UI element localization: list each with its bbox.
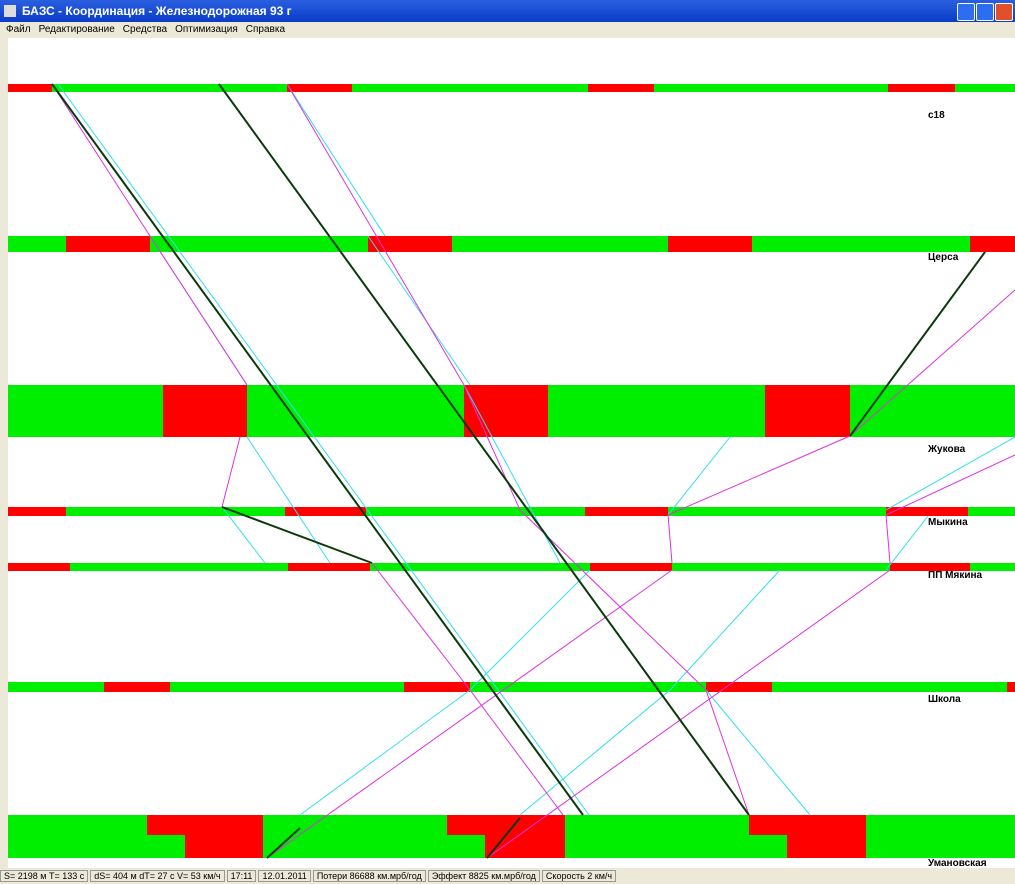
status-field: Скорость 2 км/ч <box>541 870 617 882</box>
green-phase <box>263 815 447 858</box>
status-field: 12.01.2011 <box>258 870 311 882</box>
green-phase <box>170 682 404 692</box>
red-phase <box>588 84 654 92</box>
station-labels: с18 Церса Жукова Мыкина ПП Мякина Школа Уманов… <box>927 110 987 868</box>
app-icon <box>4 5 16 17</box>
green-phase <box>565 815 749 858</box>
green-phase <box>968 507 1015 516</box>
red-phase <box>1007 682 1015 692</box>
red-phase <box>585 507 668 516</box>
green-phase <box>150 236 368 252</box>
phase-bands <box>8 84 1015 858</box>
green-phase <box>366 507 585 516</box>
status-field: dS= 404 м dT= 27 с V= 53 км/ч <box>90 870 225 882</box>
green-phase <box>866 815 1015 858</box>
status-field: 17:11 <box>226 870 257 882</box>
maximize-button[interactable] <box>976 3 994 21</box>
menu-item[interactable]: Файл <box>6 24 31 35</box>
red-phase <box>287 84 352 92</box>
red-phase <box>288 563 370 571</box>
green-phase <box>8 682 104 692</box>
station-label: Умановская <box>928 858 987 868</box>
red-phase <box>8 84 52 92</box>
station-label: Школа <box>928 694 961 705</box>
green-phase <box>52 84 287 92</box>
green-phase <box>850 385 1015 437</box>
red-phase <box>464 385 548 437</box>
red-phase <box>668 236 752 252</box>
green-phase <box>672 563 890 571</box>
trajectories <box>51 83 1015 859</box>
red-phase <box>890 563 970 571</box>
menu-bar: Файл Редактирование Средства Оптимизация Спр… <box>0 22 1015 38</box>
red-phase <box>706 682 772 692</box>
status-field: Эффект 8825 км.мрб/год <box>427 870 540 882</box>
station-label: ПП Мякина <box>928 570 983 581</box>
green-phase <box>548 385 765 437</box>
status-bar: S= 2198 м T= 133 с dS= 404 м dT= 27 с V= … <box>0 868 1015 884</box>
green-phase <box>352 84 588 92</box>
menu-item[interactable]: Оптимизация <box>175 24 238 35</box>
green-phase <box>470 682 706 692</box>
green-phase <box>654 84 888 92</box>
green-phase <box>70 563 288 571</box>
red-phase <box>163 385 247 437</box>
red-phase <box>8 563 70 571</box>
green-phase <box>8 385 163 437</box>
menu-item[interactable]: Редактирование <box>38 24 115 35</box>
red-phase <box>368 236 452 252</box>
status-field: S= 2198 м T= 133 с <box>0 870 89 882</box>
green-phase <box>8 815 147 858</box>
green-phase <box>447 835 485 858</box>
green-phase <box>147 835 185 858</box>
status-field: Потери 86688 км.мрб/год <box>312 870 426 882</box>
red-phase <box>404 682 470 692</box>
green-phase <box>970 563 1015 571</box>
red-phase <box>888 84 955 92</box>
red-phase <box>66 236 150 252</box>
station-label: Жукова <box>927 444 966 455</box>
green-phase <box>66 507 285 516</box>
menu-item[interactable]: Средства <box>122 24 168 35</box>
red-phase <box>104 682 170 692</box>
station-label: Церса <box>928 252 959 263</box>
red-phase <box>970 236 1015 252</box>
red-phase <box>765 385 850 437</box>
green-phase <box>752 236 970 252</box>
green-phase <box>452 236 668 252</box>
minimize-button[interactable] <box>957 3 975 21</box>
green-phase <box>955 84 1015 92</box>
red-phase <box>886 507 968 516</box>
diagram-canvas: с18 Церса Жукова Мыкина ПП Мякина Школа Уманов… <box>0 38 1015 868</box>
window-title: БАЗС - Координация - Железнодорожная 93 … <box>22 4 292 18</box>
title-bar: БАЗС - Координация - Железнодорожная 93 … <box>0 0 1015 22</box>
green-phase <box>247 385 464 437</box>
green-phase <box>370 563 590 571</box>
red-phase <box>590 563 672 571</box>
menu-item[interactable]: Справка <box>245 24 286 35</box>
close-button[interactable] <box>995 3 1013 21</box>
green-phase <box>772 682 1007 692</box>
red-phase <box>8 507 66 516</box>
green-phase <box>668 507 886 516</box>
station-label: с18 <box>928 110 945 121</box>
green-phase <box>8 236 66 252</box>
red-phase <box>285 507 366 516</box>
station-label: Мыкина <box>928 517 968 528</box>
green-phase <box>749 835 787 858</box>
